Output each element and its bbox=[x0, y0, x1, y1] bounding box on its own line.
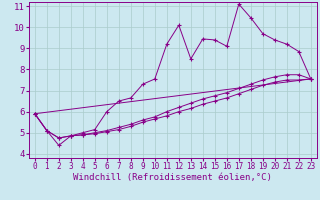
X-axis label: Windchill (Refroidissement éolien,°C): Windchill (Refroidissement éolien,°C) bbox=[73, 173, 272, 182]
